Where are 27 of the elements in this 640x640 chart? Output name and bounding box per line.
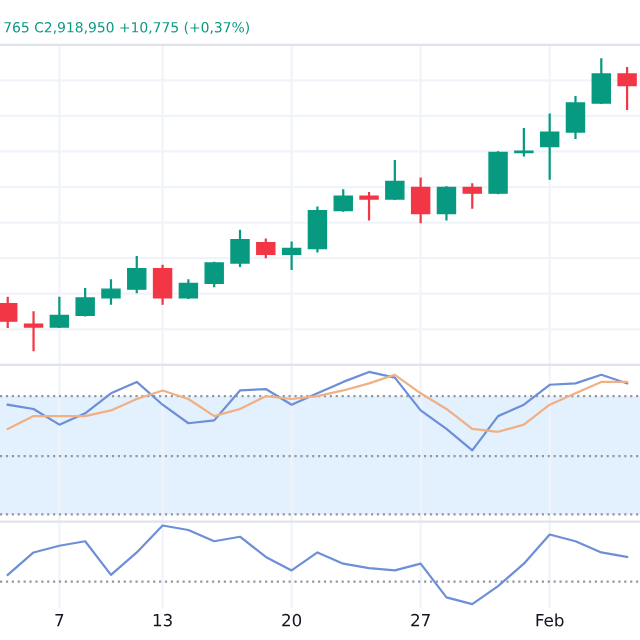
- candlestick: [410, 177, 431, 224]
- candlestick: [359, 192, 379, 221]
- candlestick: [49, 296, 70, 329]
- x-tick-label: 27: [411, 613, 430, 627]
- candlestick: [617, 66, 637, 110]
- candlestick: [333, 189, 353, 212]
- candlestick: [204, 261, 224, 288]
- x-tick-label: Feb: [536, 613, 564, 627]
- candlestick: [307, 206, 328, 253]
- candlestick: [230, 229, 250, 267]
- candlestick: [281, 241, 302, 270]
- candlestick: [101, 279, 121, 305]
- candlestick: [462, 183, 482, 209]
- candlestick: [75, 288, 95, 317]
- candlestick: [565, 96, 586, 139]
- x-tick-label: 7: [55, 614, 64, 627]
- candlestick: [539, 113, 560, 180]
- candlestick: [0, 296, 18, 329]
- x-tick-label: 13: [153, 613, 172, 627]
- candlestick: [436, 186, 457, 221]
- candlestick: [23, 311, 44, 352]
- x-tick-label: 20: [282, 613, 302, 627]
- candlestick: [127, 256, 147, 294]
- candlestick: [385, 160, 405, 201]
- candlestick: [488, 151, 508, 195]
- candlestick: [591, 58, 612, 105]
- candlestick: [152, 264, 173, 305]
